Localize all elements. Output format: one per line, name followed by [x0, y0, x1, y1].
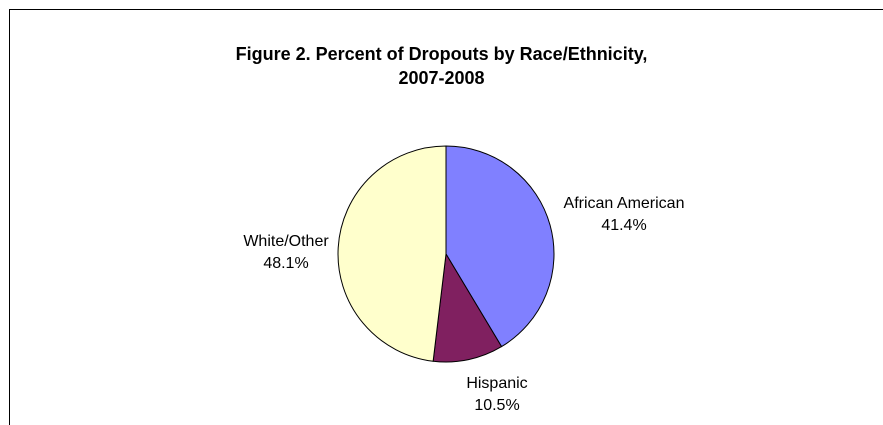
slice-label-name: White/Other [243, 233, 329, 250]
chart-border-left [9, 9, 10, 425]
slice-label-value: 48.1% [263, 255, 308, 272]
pie-slice-hispanic [432, 252, 503, 363]
chart-title: Figure 2. Percent of Dropouts by Race/Et… [0, 42, 883, 90]
slice-label-value: 41.4% [601, 217, 646, 234]
chart-title-line-1: Figure 2. Percent of Dropouts by Race/Et… [235, 44, 648, 64]
chart-border-top [9, 9, 883, 10]
chart-title-line-2: 2007-2008 [398, 68, 485, 88]
slice-label-african-american: African American 41.4% [564, 195, 685, 234]
slice-label-white-other: White/Other 48.1% [243, 233, 329, 272]
slice-label-value: 10.5% [474, 397, 519, 414]
pie-labels: African American 41.4% Hispanic 10.5% White/… [243, 195, 684, 414]
slice-label-hispanic: Hispanic 10.5% [466, 375, 527, 414]
pie-slice-african-american [445, 145, 555, 348]
slice-label-name: African American [564, 195, 685, 212]
pie-slices [337, 145, 555, 363]
pie-slice-white-other [337, 145, 447, 362]
slice-label-name: Hispanic [466, 375, 527, 392]
